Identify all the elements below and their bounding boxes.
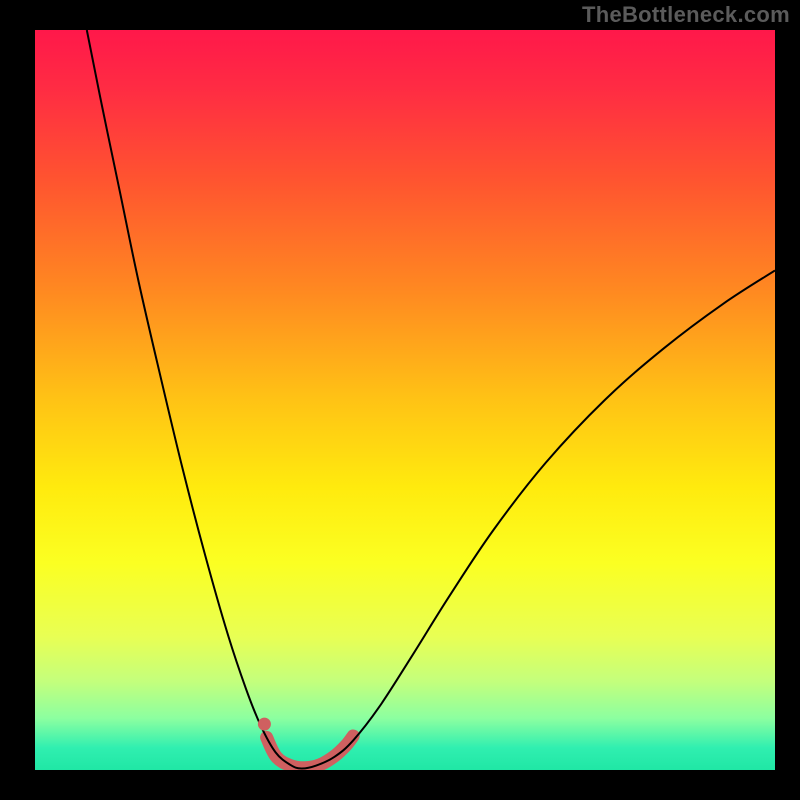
marker-dot bbox=[258, 718, 271, 731]
chart-svg bbox=[0, 0, 800, 800]
watermark: TheBottleneck.com bbox=[582, 2, 790, 28]
chart-root: TheBottleneck.com bbox=[0, 0, 800, 800]
